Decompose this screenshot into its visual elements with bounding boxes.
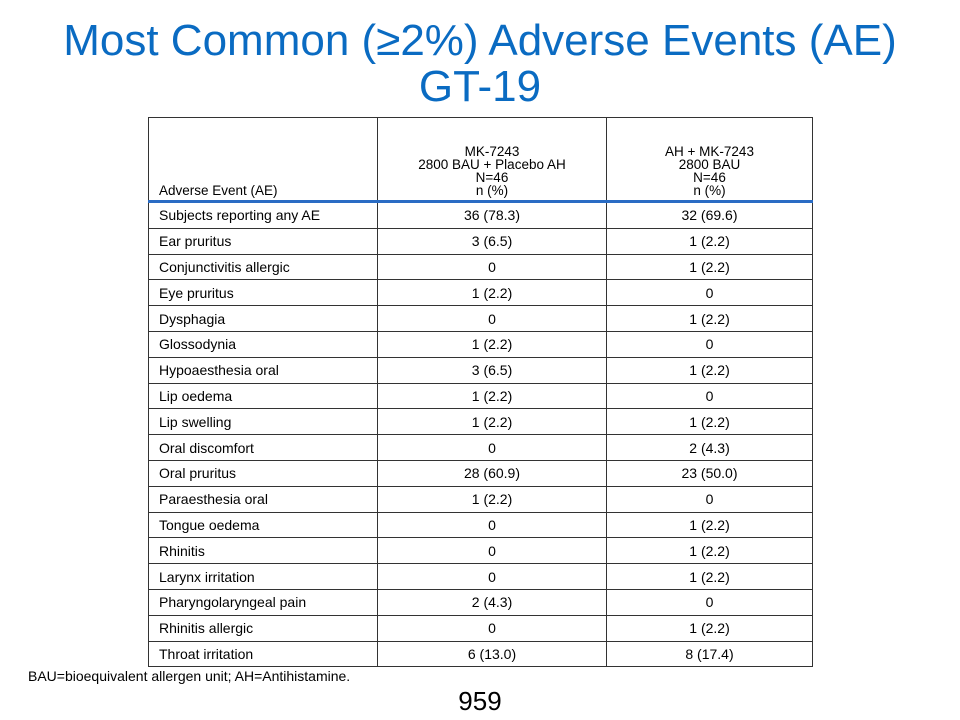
- header-line: n (%): [475, 183, 509, 198]
- cell-placebo-group: 1 (2.2): [377, 330, 607, 358]
- slide-title: Most Common (≥2%) Adverse Events (AE) GT…: [0, 18, 960, 110]
- table-row: Tongue oedema 0 1 (2.2): [148, 511, 813, 539]
- cell-placebo-group: 0: [377, 537, 607, 565]
- cell-placebo-group: 0: [377, 434, 607, 461]
- cell-placebo-group: 1 (2.2): [377, 408, 607, 436]
- cell-adverse-event: Lip oedema: [148, 382, 378, 410]
- table-row: Oral discomfort 0 2 (4.3): [148, 434, 813, 461]
- page-number: 959: [458, 686, 502, 716]
- cell-adverse-event: Paraesthesia oral: [148, 485, 378, 513]
- cell-ah-group: 1 (2.2): [606, 408, 813, 436]
- table-row: Dysphagia 0 1 (2.2): [148, 305, 813, 332]
- cell-adverse-event: Ear pruritus: [148, 227, 378, 255]
- cell-ah-group: 1 (2.2): [606, 614, 813, 642]
- adverse-events-table: Adverse Event (AE) MK-7243 2800 BAU + Pl…: [148, 117, 813, 668]
- table-row: Hypoaesthesia oral 3 (6.5) 1 (2.2): [148, 356, 813, 384]
- table-row: Eye pruritus 1 (2.2) 0: [148, 279, 813, 307]
- cell-adverse-event: Oral pruritus: [148, 459, 378, 487]
- cell-placebo-group: 3 (6.5): [377, 356, 607, 384]
- header-line: AH + MK-7243: [665, 144, 754, 159]
- cell-ah-group: 32 (69.6): [606, 201, 813, 229]
- cell-adverse-event: Glossodynia: [148, 330, 378, 358]
- cell-placebo-group: 0: [377, 305, 607, 332]
- slide-title-line-2: GT-19: [418, 62, 542, 111]
- cell-adverse-event: Rhinitis: [148, 537, 378, 565]
- table-body: Subjects reporting any AE 36 (78.3) 32 (69…: [148, 201, 813, 668]
- header-line: 2800 BAU + Placebo AH: [418, 157, 566, 172]
- cell-ah-group: 0: [606, 279, 813, 307]
- table-row: Rhinitis 0 1 (2.2): [148, 537, 813, 565]
- table-row: Subjects reporting any AE 36 (78.3) 32 (69…: [148, 201, 813, 229]
- table-row: Paraesthesia oral 1 (2.2) 0: [148, 485, 813, 513]
- cell-placebo-group: 3 (6.5): [377, 227, 607, 255]
- cell-ah-group: 0: [606, 588, 813, 616]
- table-row: Rhinitis allergic 0 1 (2.2): [148, 614, 813, 642]
- cell-adverse-event: Hypoaesthesia oral: [148, 356, 378, 384]
- header-line: N=46: [693, 170, 726, 185]
- cell-ah-group: 1 (2.2): [606, 356, 813, 384]
- cell-adverse-event: Conjunctivitis allergic: [148, 253, 378, 281]
- cell-adverse-event: Eye pruritus: [148, 279, 378, 307]
- cell-placebo-group: 6 (13.0): [377, 640, 607, 668]
- cell-adverse-event: Larynx irritation: [148, 563, 378, 590]
- cell-ah-group: 0: [606, 485, 813, 513]
- cell-ah-group: 0: [606, 330, 813, 358]
- cell-ah-group: 1 (2.2): [606, 537, 813, 565]
- cell-ah-group: 1 (2.2): [606, 227, 813, 255]
- cell-placebo-group: 28 (60.9): [377, 459, 607, 487]
- table-row: Glossodynia 1 (2.2) 0: [148, 330, 813, 358]
- header-line: N=46: [475, 170, 509, 185]
- header-adverse-event: Adverse Event (AE): [148, 117, 378, 203]
- table-row: Ear pruritus 3 (6.5) 1 (2.2): [148, 227, 813, 255]
- table-row: Larynx irritation 0 1 (2.2): [148, 563, 813, 590]
- cell-adverse-event: Oral discomfort: [148, 434, 378, 461]
- cell-ah-group: 1 (2.2): [606, 305, 813, 332]
- table-row: Oral pruritus 28 (60.9) 23 (50.0): [148, 459, 813, 487]
- header-ah-group: AH + MK-7243 2800 BAU N=46 n (%): [606, 117, 813, 203]
- table-row: Throat irritation 6 (13.0) 8 (17.4): [148, 640, 813, 668]
- cell-placebo-group: 2 (4.3): [377, 588, 607, 616]
- table-row: Lip oedema 1 (2.2) 0: [148, 382, 813, 410]
- cell-adverse-event: Throat irritation: [148, 640, 378, 668]
- cell-placebo-group: 1 (2.2): [377, 279, 607, 307]
- header-line: MK-7243: [464, 144, 520, 159]
- footnote: BAU=bioequivalent allergen unit; AH=Anti…: [28, 668, 351, 684]
- cell-ah-group: 1 (2.2): [606, 563, 813, 590]
- cell-placebo-group: 0: [377, 563, 607, 590]
- cell-placebo-group: 1 (2.2): [377, 382, 607, 410]
- cell-adverse-event: Dysphagia: [148, 305, 378, 332]
- cell-ah-group: 0: [606, 382, 813, 410]
- cell-placebo-group: 0: [377, 511, 607, 539]
- cell-ah-group: 1 (2.2): [606, 253, 813, 281]
- header-line: n (%): [693, 183, 726, 198]
- cell-adverse-event: Tongue oedema: [148, 511, 378, 539]
- cell-placebo-group: 0: [377, 614, 607, 642]
- table-row: Lip swelling 1 (2.2) 1 (2.2): [148, 408, 813, 436]
- cell-adverse-event: Rhinitis allergic: [148, 614, 378, 642]
- cell-placebo-group: 1 (2.2): [377, 485, 607, 513]
- header-placebo-group: MK-7243 2800 BAU + Placebo AH N=46 n (%): [377, 117, 607, 203]
- cell-ah-group: 8 (17.4): [606, 640, 813, 668]
- table-row: Pharyngolaryngeal pain 2 (4.3) 0: [148, 588, 813, 616]
- header-line: 2800 BAU: [678, 157, 741, 172]
- cell-ah-group: 1 (2.2): [606, 511, 813, 539]
- cell-adverse-event: Subjects reporting any AE: [148, 201, 378, 229]
- slide-title-line-1: Most Common (≥2%) Adverse Events (AE): [63, 16, 897, 65]
- table-row: Conjunctivitis allergic 0 1 (2.2): [148, 253, 813, 281]
- cell-ah-group: 2 (4.3): [606, 434, 813, 461]
- table-header-row: Adverse Event (AE) MK-7243 2800 BAU + Pl…: [148, 117, 813, 203]
- cell-adverse-event: Lip swelling: [148, 408, 378, 436]
- cell-placebo-group: 0: [377, 253, 607, 281]
- cell-adverse-event: Pharyngolaryngeal pain: [148, 588, 378, 616]
- cell-placebo-group: 36 (78.3): [377, 201, 607, 229]
- cell-ah-group: 23 (50.0): [606, 459, 813, 487]
